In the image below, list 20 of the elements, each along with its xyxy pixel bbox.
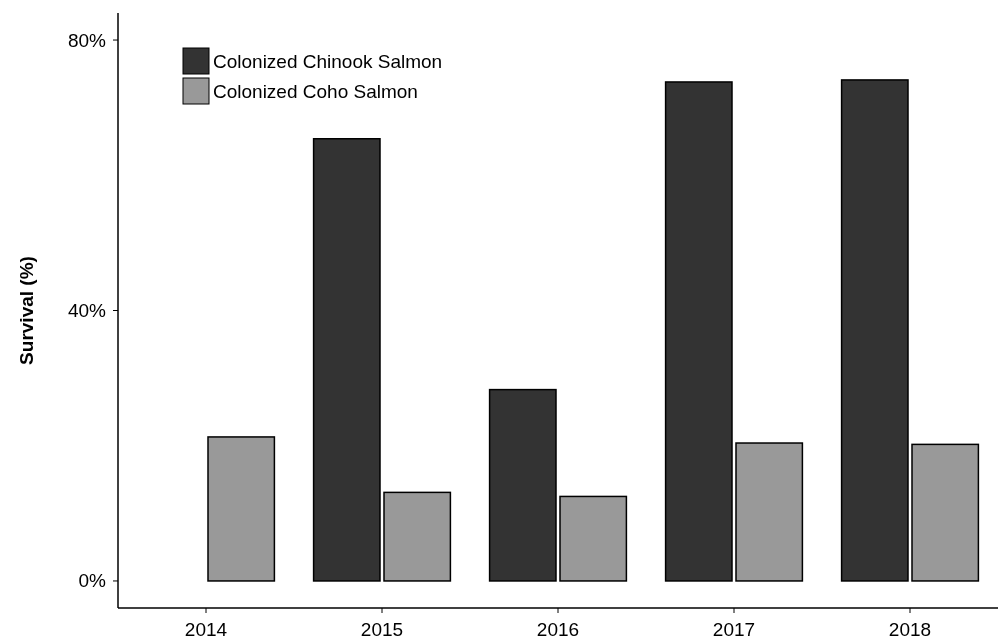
y-tick-label: 80%	[67, 29, 107, 51]
x-tick-label: 2014	[184, 619, 228, 640]
bar	[840, 79, 909, 582]
bar	[559, 495, 628, 582]
bar	[207, 436, 276, 582]
x-tick-label: 2016	[536, 619, 580, 640]
bar	[735, 442, 804, 582]
x-tick-label: 2015	[360, 619, 404, 640]
bar	[488, 388, 557, 582]
bar	[664, 81, 733, 582]
y-tick-label: 0%	[78, 570, 107, 592]
bar	[383, 491, 452, 582]
y-tick-label: 40%	[67, 300, 107, 321]
legend-label: Colonized Coho Salmon	[213, 80, 418, 102]
bar	[911, 443, 980, 582]
bar	[312, 138, 381, 582]
y-axis-title: Survival (%)	[16, 256, 37, 365]
x-tick-label: 2018	[888, 619, 932, 640]
x-tick-label: 2017	[712, 619, 756, 640]
legend-label: Colonized Chinook Salmon	[213, 50, 443, 72]
